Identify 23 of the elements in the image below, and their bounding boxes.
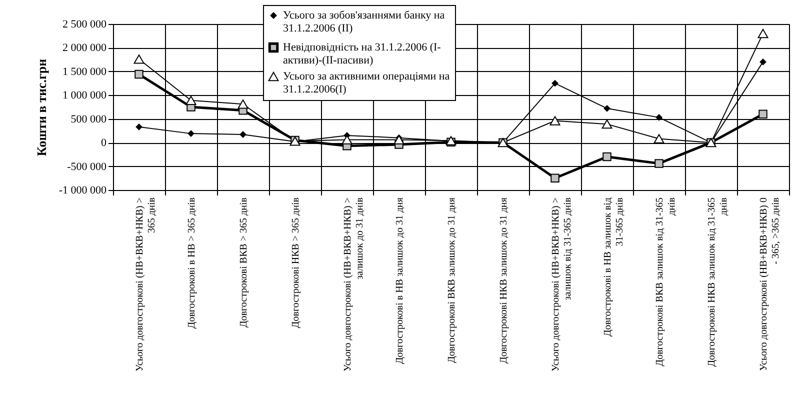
legend-label: Усього за зобов'язаннями банку на 31.1.2.2006 (II) bbox=[283, 10, 445, 34]
y-tick-label: 1 500 000 bbox=[62, 66, 107, 78]
y-axis-title: Кошти в тис.грн bbox=[34, 58, 49, 156]
y-tick-label: 1 000 000 bbox=[62, 90, 107, 102]
legend-label: Невідповідність на 31.1.2.2006 (I- активи)-(II-пасиви) bbox=[283, 42, 442, 66]
x-tick-label: Усього довгострокові (НВ+ВКВ+НКВ) > 365 днів bbox=[134, 197, 158, 372]
x-tick-label: Довгострокові в НВ > 365 днів bbox=[186, 197, 198, 329]
y-tick-label: -1 000 000 bbox=[58, 184, 107, 196]
y-tick-label: 2 500 000 bbox=[62, 18, 107, 30]
legend-label: Усього за активними операціями на 31.1.2.2006(I) bbox=[283, 70, 450, 96]
y-tick-label: 2 000 000 bbox=[62, 42, 107, 54]
y-tick-label: 500 000 bbox=[70, 113, 107, 126]
y-tick-label: -500 000 bbox=[67, 160, 107, 173]
x-tick-label: Довгострокові ВКВ > 365 днів bbox=[238, 197, 250, 328]
x-tick-label: Довгострокові НКВ > 365 днів bbox=[290, 197, 302, 328]
x-tick-label: Усього довгострокові (НВ+ВКВ+НКВ) > залишок до 31 днів bbox=[342, 197, 366, 372]
x-tick-label: Довгострокові ВКВ залишок від 31-365 днів bbox=[654, 197, 678, 366]
x-tick-label: Усього довгострокові (НВ+ВКВ+НКВ) > залишок від 31-365 днів bbox=[550, 197, 574, 372]
x-tick-label: Довгострокові в НВ залишок до 31 дня bbox=[394, 197, 406, 364]
x-tick-label: Довгострокові НКВ залишок до 31 дня bbox=[498, 197, 510, 364]
x-tick-label: Довгострокові ВКВ залишок до 31 дня bbox=[446, 197, 458, 363]
y-tick-label: 0 bbox=[101, 137, 107, 150]
x-tick-label: Довгострокові НКВ залишок від 31-365 днів bbox=[706, 197, 730, 367]
